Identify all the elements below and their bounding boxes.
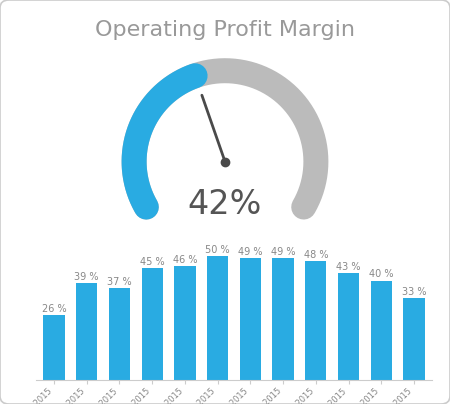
Bar xyxy=(43,316,65,380)
Text: 33 %: 33 % xyxy=(402,287,426,297)
Bar xyxy=(272,259,294,380)
Bar xyxy=(338,273,359,380)
Bar xyxy=(207,256,228,380)
Bar xyxy=(109,288,130,380)
Text: 48 %: 48 % xyxy=(304,250,328,260)
Text: 39 %: 39 % xyxy=(75,272,99,282)
Text: 40 %: 40 % xyxy=(369,269,393,280)
Bar xyxy=(371,281,392,380)
Bar xyxy=(142,268,163,380)
Text: 37 %: 37 % xyxy=(107,277,132,287)
Text: 46 %: 46 % xyxy=(173,255,197,265)
Text: 26 %: 26 % xyxy=(42,304,66,314)
Bar xyxy=(240,259,261,380)
Text: 42%: 42% xyxy=(188,187,262,221)
Bar xyxy=(174,266,196,380)
Text: 49 %: 49 % xyxy=(271,247,295,257)
Bar xyxy=(76,283,97,380)
Text: Operating Profit Margin: Operating Profit Margin xyxy=(95,20,355,40)
Text: 49 %: 49 % xyxy=(238,247,263,257)
Bar xyxy=(305,261,326,380)
Text: 43 %: 43 % xyxy=(336,262,361,272)
Bar xyxy=(403,298,425,380)
Text: 45 %: 45 % xyxy=(140,257,165,267)
Text: 50 %: 50 % xyxy=(205,245,230,255)
